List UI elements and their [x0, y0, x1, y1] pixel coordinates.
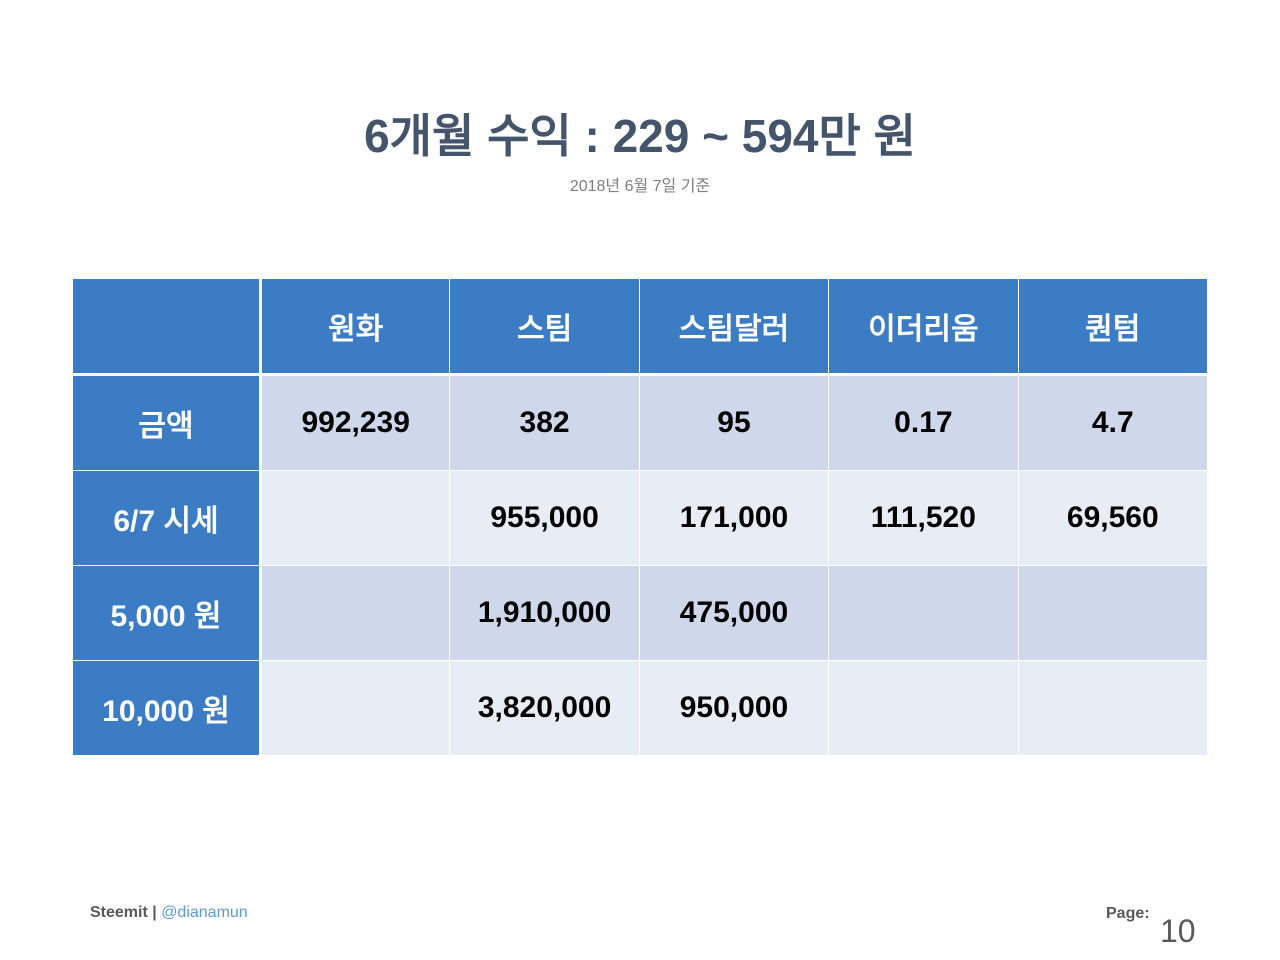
table-row: 6/7 시세 955,000 171,000 111,520 69,560 [72, 470, 1209, 566]
subtitle: 2018년 6월 7일 기준 [569, 178, 711, 195]
page-number: 10 [1160, 913, 1196, 949]
empty-cell [828, 565, 1019, 661]
column-header: 스팀달러 [638, 278, 830, 376]
empty-cell [259, 470, 451, 566]
table-cell: 475,000 [638, 565, 830, 661]
table-cell: 111,520 [828, 470, 1019, 566]
title: 6개월 수익 : 229 ~ 594만 원 [364, 110, 916, 162]
column-header: 스팀 [449, 278, 640, 376]
column-header: 원화 [259, 278, 451, 376]
row-header: 5,000 원 [72, 565, 262, 661]
separator: | [152, 904, 157, 921]
table-cell: 0.17 [828, 374, 1019, 471]
brand: Steemit [90, 904, 148, 921]
empty-cell [259, 565, 451, 661]
table-cell: 95 [638, 374, 830, 471]
table-cell: 992,239 [259, 374, 451, 471]
table-cell: 3,820,000 [449, 660, 640, 756]
table-cell: 382 [449, 374, 640, 471]
empty-cell [1017, 660, 1209, 756]
column-header: 이더리움 [828, 278, 1019, 376]
header-row: 원화 스팀 스팀달러 이더리움 퀀텀 [72, 278, 1209, 376]
table-row: 10,000 원 3,820,000 950,000 [72, 660, 1209, 756]
empty-cell [259, 660, 451, 756]
table-cell: 69,560 [1017, 470, 1209, 566]
footer-brand: Steemit | @dianamun [90, 904, 248, 922]
table-cell: 171,000 [638, 470, 830, 566]
row-header: 6/7 시세 [72, 470, 262, 566]
table-row: 5,000 원 1,910,000 475,000 [72, 565, 1209, 661]
table-cell: 955,000 [449, 470, 640, 566]
handle[interactable]: @dianamun [161, 904, 248, 921]
table-row: 금액 992,239 382 95 0.17 4.7 [72, 374, 1209, 471]
row-header: 금액 [72, 374, 262, 471]
table-cell: 4.7 [1017, 374, 1209, 471]
data-table: 원화 스팀 스팀달러 이더리움 퀀텀 금액 992,239 382 95 0.17 4.7 6/7 … [72, 278, 1209, 756]
page-label: Page: [1106, 905, 1150, 922]
empty-cell [1017, 565, 1209, 661]
empty-cell [828, 660, 1019, 756]
column-header: 퀀텀 [1017, 278, 1209, 376]
row-header: 10,000 원 [72, 660, 262, 756]
table-cell: 950,000 [638, 660, 830, 756]
corner-cell [72, 278, 262, 376]
table-cell: 1,910,000 [449, 565, 640, 661]
